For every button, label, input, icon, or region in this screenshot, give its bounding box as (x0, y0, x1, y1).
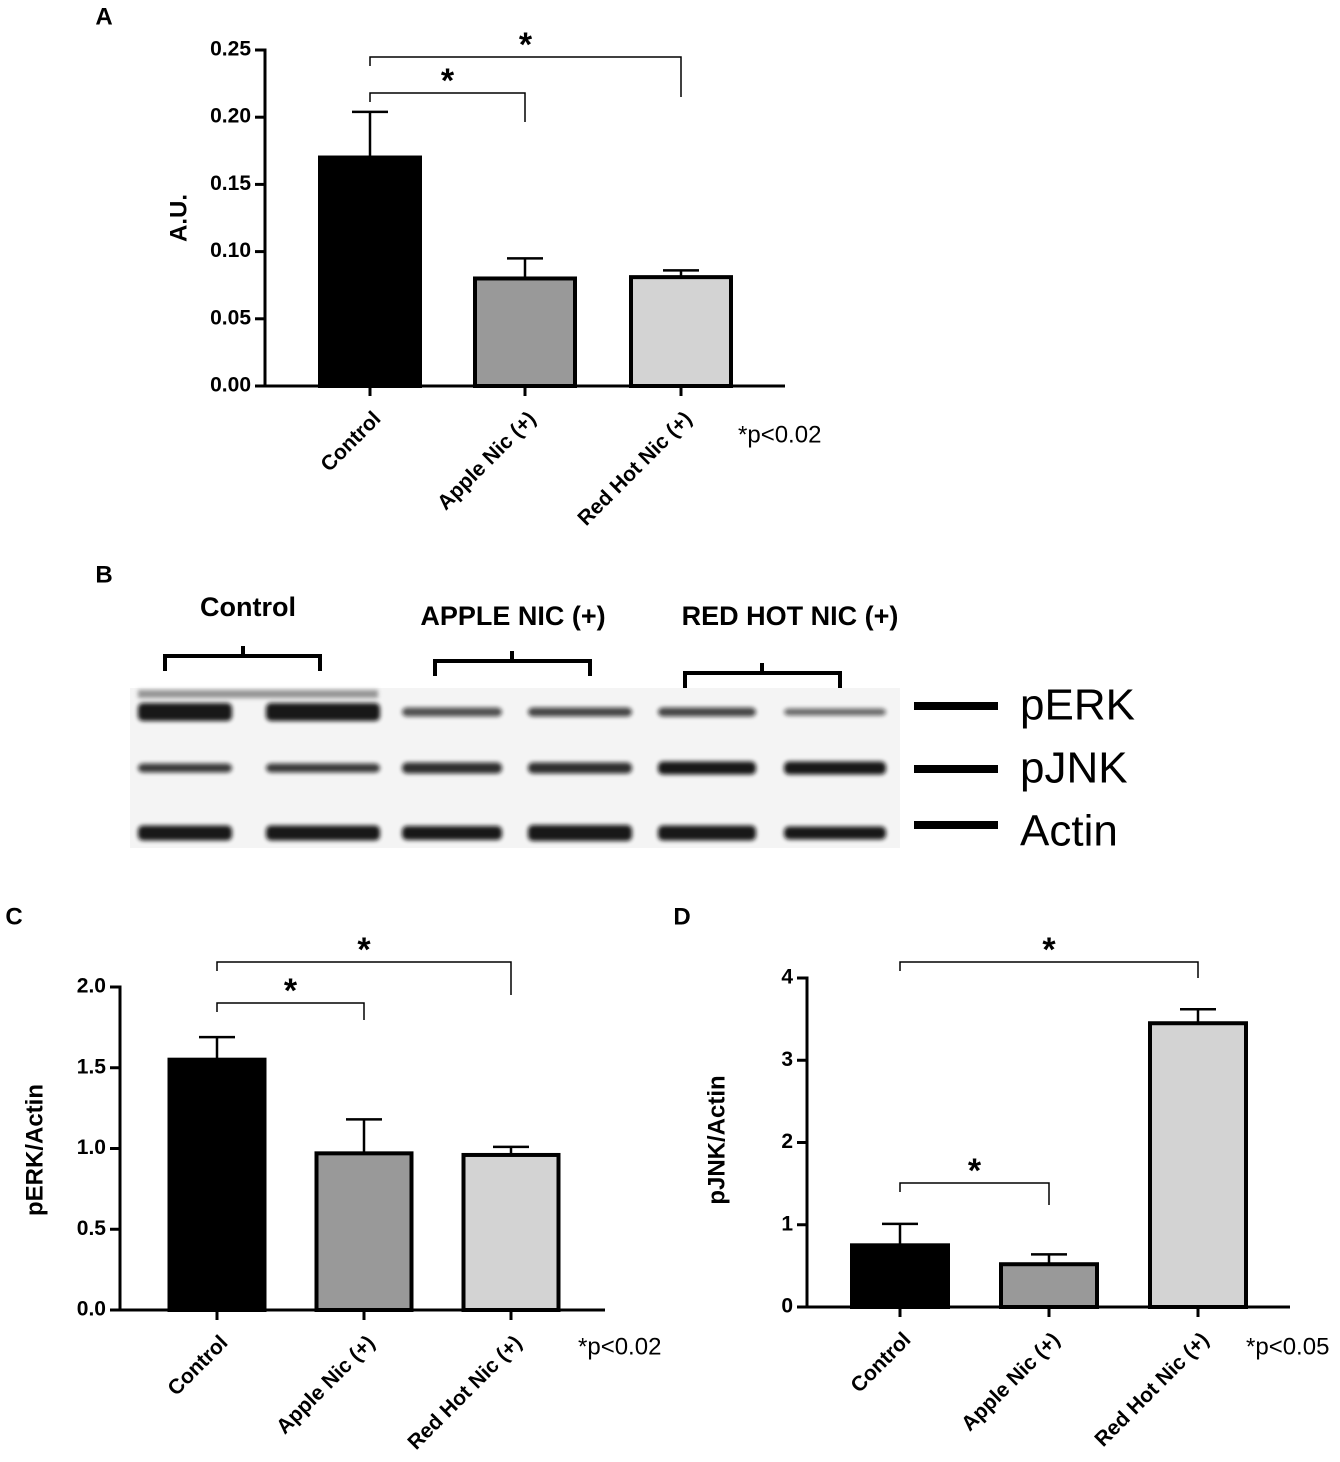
significance-bracket (899, 961, 1199, 978)
y-tick-label: 4 (781, 966, 793, 989)
blot-background (130, 688, 900, 848)
y-axis-label: A.U. (165, 194, 192, 242)
y-tick-label: 1.5 (77, 1055, 107, 1078)
y-axis-label: pERK/Actin (21, 1084, 48, 1216)
y-tick-label: 0.0 (77, 1298, 106, 1321)
bar (629, 275, 733, 388)
band (784, 826, 886, 840)
y-tick-label: 1.0 (77, 1136, 106, 1159)
significance-label: * (284, 972, 298, 1010)
x-tick-label: Apple Nic (+) (433, 407, 540, 514)
y-tick-label: 0.15 (210, 172, 251, 195)
y-tick-label: 2 (781, 1130, 793, 1153)
band (658, 825, 756, 841)
x-tick-label: Red Hot Nic (+) (573, 407, 696, 530)
panel-label: C (5, 903, 22, 930)
band (138, 763, 232, 773)
band (658, 707, 756, 717)
band (784, 761, 886, 775)
panel-label: D (673, 903, 690, 930)
x-tick-label: Red Hot Nic (+) (1090, 1328, 1213, 1451)
x-tick-label: Control (163, 1331, 232, 1400)
bar (461, 1152, 561, 1312)
y-tick-label: 0.25 (210, 38, 251, 61)
y-tick-label: 0.05 (210, 306, 251, 329)
protein-label: pERK (1020, 681, 1135, 730)
significance-bracket (369, 92, 526, 122)
protein-label: pJNK (1020, 744, 1128, 793)
brace (683, 663, 842, 688)
significance-bracket (216, 1002, 365, 1020)
group-braces (163, 646, 842, 688)
bar (314, 1151, 414, 1312)
panel-label: A (95, 3, 112, 30)
group-label: Control (200, 592, 296, 622)
band (138, 825, 232, 841)
band (528, 762, 632, 774)
x-tick-label: Red Hot Nic (+) (403, 1331, 526, 1454)
band (266, 703, 380, 721)
bar (850, 1243, 950, 1309)
significance-label: * (357, 931, 371, 969)
bar (1148, 1021, 1248, 1309)
band (528, 707, 632, 717)
group-label: APPLE NIC (+) (420, 601, 605, 631)
blot-image (130, 688, 900, 848)
y-tick-label: 0 (781, 1295, 793, 1318)
significance-label: * (1042, 931, 1056, 969)
band (138, 703, 232, 721)
protein-label: Actin (1020, 807, 1118, 856)
band (266, 825, 380, 841)
brace (163, 646, 322, 671)
significance-bracket (369, 56, 682, 97)
annotation: *p<0.02 (738, 421, 821, 448)
significance-label: * (968, 1152, 982, 1190)
panel-label: B (95, 561, 112, 588)
bar (473, 276, 577, 389)
y-axis-label: pJNK/Actin (703, 1075, 730, 1204)
significance-bracket (216, 961, 512, 995)
significance-label: * (519, 26, 533, 64)
y-tick-label: 1 (781, 1212, 793, 1235)
bar (999, 1262, 1099, 1309)
band (402, 762, 502, 774)
band (658, 761, 756, 775)
band (402, 707, 502, 717)
y-tick-label: 0.10 (210, 239, 251, 262)
band (138, 690, 378, 698)
x-tick-label: Apple Nic (+) (957, 1328, 1064, 1435)
y-tick-label: 2.0 (77, 975, 106, 998)
y-tick-label: 0.5 (77, 1217, 107, 1240)
x-tick-label: Apple Nic (+) (272, 1331, 379, 1438)
significance-bracket (899, 1182, 1050, 1205)
y-tick-label: 0.00 (210, 374, 251, 397)
annotation: *p<0.05 (1246, 1333, 1329, 1360)
brace (433, 651, 592, 676)
significance-label: * (441, 62, 455, 100)
band (402, 826, 502, 840)
group-label: RED HOT NIC (+) (682, 601, 899, 631)
y-tick-label: 0.20 (210, 105, 251, 128)
x-tick-label: Control (846, 1328, 915, 1397)
bar (318, 155, 422, 388)
band-markers (914, 702, 998, 829)
y-tick-label: 3 (781, 1048, 793, 1071)
band (266, 763, 380, 773)
annotation: *p<0.02 (578, 1333, 661, 1360)
x-tick-label: Control (316, 407, 385, 476)
band (784, 708, 886, 716)
band (528, 825, 632, 841)
bar (167, 1057, 267, 1313)
